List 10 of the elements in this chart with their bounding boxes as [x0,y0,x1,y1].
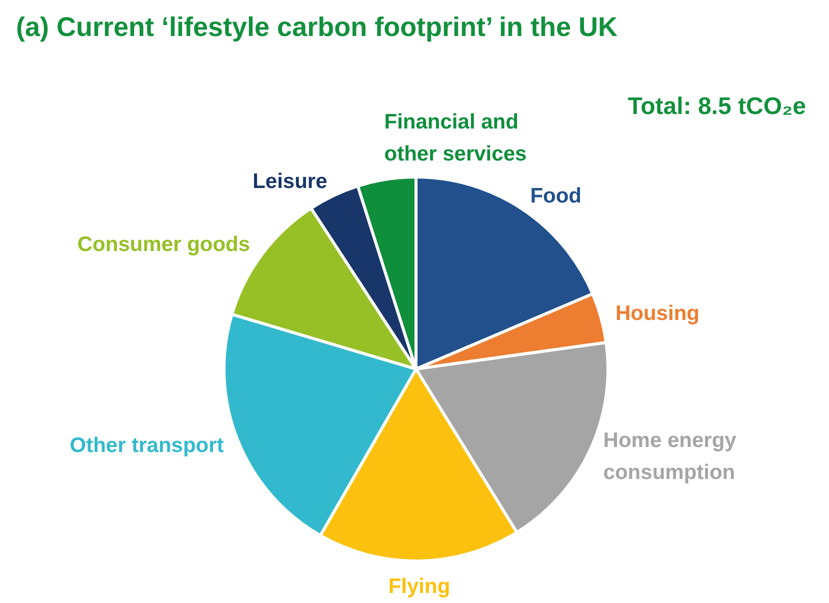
slice-label: Housing [615,302,700,325]
slice-label: Flying [388,574,450,598]
slice-label: Financial and other services [384,110,527,166]
slice-label: Home energy consumption [603,429,737,484]
slice-label: Food [530,184,582,208]
slice-label: Other transport [70,434,224,457]
slice-label: Leisure [252,170,328,193]
text: Total: 8.5 tCO₂e [628,93,806,120]
chart-title: (a) Current ‘lifestyle carbon footprint’ in the UK [16,12,618,42]
slice-label: Consumer goods [77,233,250,256]
